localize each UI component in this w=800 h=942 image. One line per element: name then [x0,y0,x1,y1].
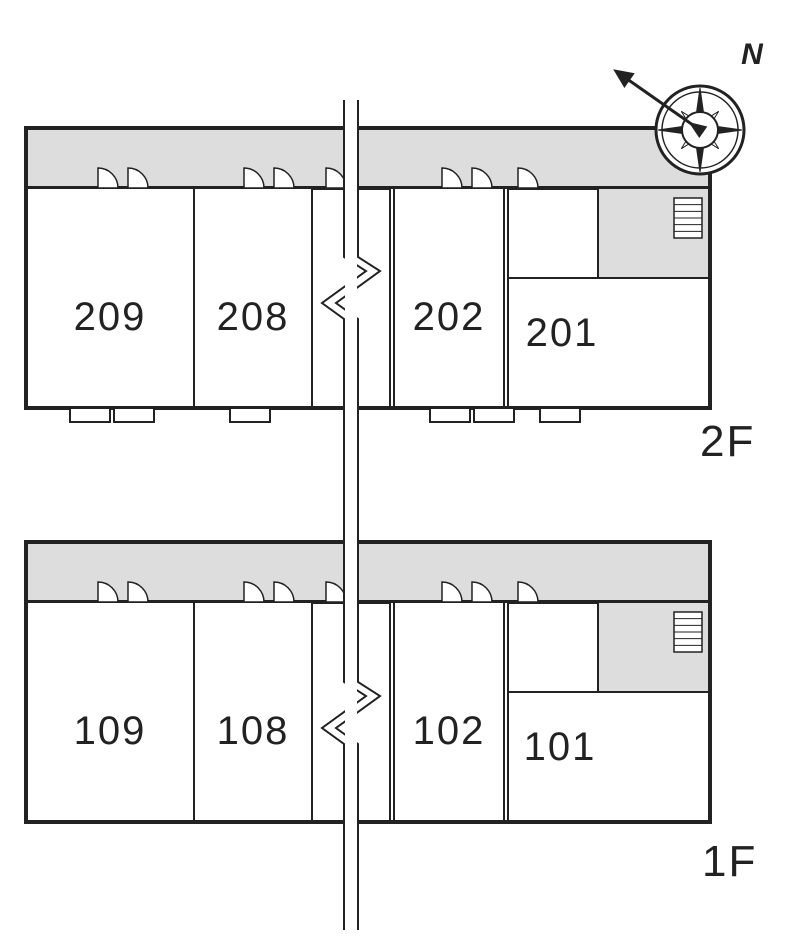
room-201-ext [598,278,710,408]
section-break-line [322,100,366,930]
balcony-unit [114,408,154,422]
room-label-208: 208 [217,295,290,339]
stair-icon [674,612,702,652]
room-label-109: 109 [74,709,147,753]
room-label-202: 202 [413,295,486,339]
balcony-unit [430,408,470,422]
floor-plan-diagram: 209 208 202 201 2F 109 108 102 101 1F N [0,0,800,942]
room-101-ext [598,692,710,822]
section-break-line [336,100,380,930]
floor-1F: 109 108 102 101 1F [26,542,757,886]
balcony-unit [230,408,270,422]
room-label-101: 101 [524,725,597,769]
room-label-209: 209 [74,295,147,339]
floor-label: 2F [700,417,755,466]
section-break-gap [345,100,357,930]
floor-label: 1F [702,837,757,886]
room-label-102: 102 [413,709,486,753]
balcony-unit [474,408,514,422]
room-label-108: 108 [217,709,290,753]
balcony-unit [70,408,110,422]
room-label-201: 201 [526,311,599,355]
floor-2F: 209 208 202 201 2F [26,128,755,466]
compass-n-label: N [741,38,764,71]
balcony-unit [540,408,580,422]
stair-icon [674,198,702,238]
